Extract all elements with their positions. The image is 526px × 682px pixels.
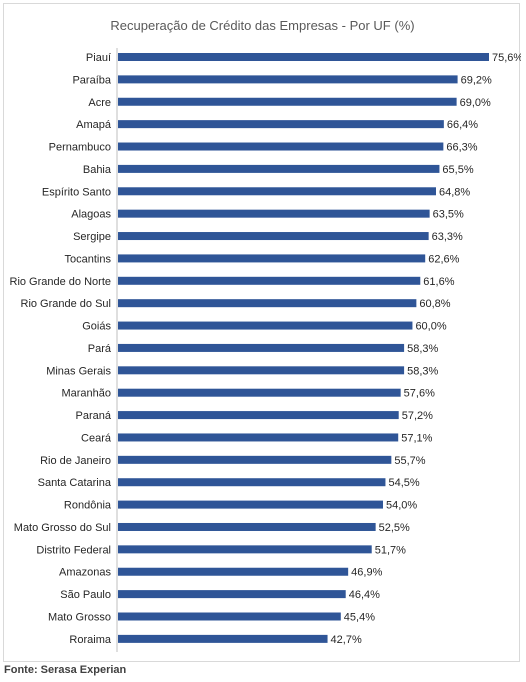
data-label: 66,4% <box>447 119 478 131</box>
bar <box>118 522 376 531</box>
data-label: 54,0% <box>386 500 417 512</box>
category-label: São Paulo <box>60 589 111 601</box>
category-label: Distrito Federal <box>36 544 111 556</box>
data-label: 63,3% <box>432 231 463 243</box>
bar <box>118 343 405 352</box>
bar <box>118 142 444 151</box>
data-label: 57,2% <box>402 410 433 422</box>
bar <box>118 500 383 509</box>
data-label: 55,7% <box>394 455 425 467</box>
category-label: Maranhão <box>61 388 111 400</box>
category-label: Alagoas <box>71 209 111 221</box>
data-label: 57,1% <box>401 432 432 444</box>
data-label: 60,0% <box>415 321 446 333</box>
data-label: 45,4% <box>344 612 375 624</box>
category-label: Ceará <box>81 432 112 444</box>
bar <box>118 209 430 218</box>
category-label: Tocantins <box>65 253 112 265</box>
category-label: Acre <box>88 97 111 109</box>
chart-frame: Recuperação de Crédito das Empresas - Po… <box>3 3 521 662</box>
bar <box>118 120 444 129</box>
data-label: 54,5% <box>388 477 419 489</box>
category-label: Goiás <box>82 321 111 333</box>
data-label: 42,7% <box>331 634 362 646</box>
data-label: 69,2% <box>461 74 492 86</box>
bar <box>118 254 426 263</box>
data-label: 69,0% <box>460 97 491 109</box>
category-label: Rio Grande do Sul <box>21 298 112 310</box>
bar <box>118 612 341 621</box>
category-label: Paraíba <box>72 74 111 86</box>
data-label: 75,6% <box>492 52 521 64</box>
category-label: Sergipe <box>73 231 111 243</box>
category-label: Santa Catarina <box>38 477 112 489</box>
data-label: 64,8% <box>439 186 470 198</box>
bar <box>118 187 436 196</box>
bar <box>118 411 399 420</box>
category-label: Mato Grosso do Sul <box>14 522 111 534</box>
data-label: 66,3% <box>446 142 477 154</box>
bar-chart: Piauí 75,6% Paraíba 69,2% Acre 69,0% Amapá 66,4… <box>10 48 521 652</box>
bar <box>118 321 413 330</box>
category-label: Rio Grande do Norte <box>10 276 112 288</box>
data-label: 58,3% <box>407 365 438 377</box>
source-note: Fonte: Serasa Experian <box>4 664 127 676</box>
data-label: 61,6% <box>423 276 454 288</box>
data-label: 63,5% <box>433 209 464 221</box>
category-label: Bahia <box>83 164 112 176</box>
category-label: Roraima <box>69 634 111 646</box>
bar <box>118 634 328 643</box>
bar <box>118 299 417 308</box>
chart-title: Recuperação de Crédito das Empresas - Po… <box>110 18 415 33</box>
data-label: 46,4% <box>349 589 380 601</box>
bar <box>118 75 458 84</box>
category-label: Amapá <box>76 119 112 131</box>
bar <box>118 164 440 173</box>
bar <box>118 590 346 599</box>
bar <box>118 567 349 576</box>
bar <box>118 53 489 61</box>
data-label: 62,6% <box>428 253 459 265</box>
data-label: 52,5% <box>379 522 410 534</box>
bar <box>118 433 399 442</box>
data-label: 57,6% <box>404 388 435 400</box>
category-label: Amazonas <box>59 567 111 579</box>
category-label: Rio de Janeiro <box>40 455 111 467</box>
category-label: Pará <box>88 343 112 355</box>
category-label: Piauí <box>86 52 111 64</box>
data-label: 60,8% <box>419 298 450 310</box>
bar <box>118 455 392 464</box>
data-label: 46,9% <box>351 567 382 579</box>
category-label: Minas Gerais <box>46 365 111 377</box>
data-label: 58,3% <box>407 343 438 355</box>
data-label: 65,5% <box>442 164 473 176</box>
category-label: Espírito Santo <box>42 186 111 198</box>
category-label: Pernambuco <box>49 142 111 154</box>
category-label: Mato Grosso <box>48 612 111 624</box>
data-label: 51,7% <box>375 544 406 556</box>
bar <box>118 276 421 285</box>
bar <box>118 388 401 397</box>
category-label: Rondônia <box>64 500 112 512</box>
bar <box>118 97 457 106</box>
category-label: Paraná <box>76 410 112 422</box>
bar <box>118 478 386 487</box>
bar <box>118 545 372 554</box>
bar <box>118 366 405 375</box>
bar <box>118 232 429 241</box>
